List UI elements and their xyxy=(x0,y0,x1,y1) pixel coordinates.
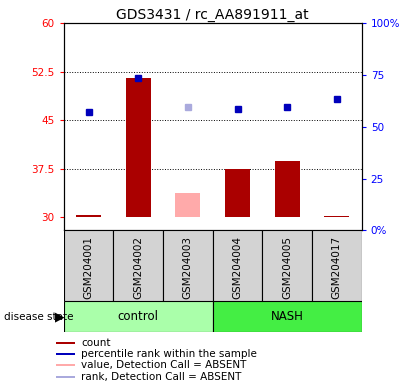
Text: GSM204004: GSM204004 xyxy=(233,236,242,299)
Bar xyxy=(213,301,362,332)
Text: GSM204017: GSM204017 xyxy=(332,236,342,299)
Bar xyxy=(275,161,300,217)
Text: value, Detection Call = ABSENT: value, Detection Call = ABSENT xyxy=(81,360,246,370)
Text: ▶: ▶ xyxy=(55,310,65,323)
Bar xyxy=(163,230,213,301)
Bar xyxy=(76,215,101,217)
Bar xyxy=(213,230,262,301)
Bar xyxy=(64,230,113,301)
Text: GSM204002: GSM204002 xyxy=(133,236,143,299)
Bar xyxy=(126,78,150,217)
Title: GDS3431 / rc_AA891911_at: GDS3431 / rc_AA891911_at xyxy=(116,8,309,22)
Text: percentile rank within the sample: percentile rank within the sample xyxy=(81,349,257,359)
Text: NASH: NASH xyxy=(271,310,304,323)
Bar xyxy=(175,193,200,217)
Text: control: control xyxy=(118,310,159,323)
Bar xyxy=(324,216,349,217)
Bar xyxy=(64,301,213,332)
Text: GSM204003: GSM204003 xyxy=(183,236,193,299)
Bar xyxy=(262,230,312,301)
Bar xyxy=(113,230,163,301)
Bar xyxy=(55,364,76,366)
Bar xyxy=(225,169,250,217)
Text: GSM204001: GSM204001 xyxy=(83,236,94,299)
Text: rank, Detection Call = ABSENT: rank, Detection Call = ABSENT xyxy=(81,372,241,382)
Bar xyxy=(55,342,76,344)
Text: disease state: disease state xyxy=(4,312,74,322)
Text: count: count xyxy=(81,338,111,348)
Bar xyxy=(312,230,362,301)
Text: GSM204005: GSM204005 xyxy=(282,236,292,299)
Bar xyxy=(55,353,76,356)
Bar xyxy=(55,376,76,378)
